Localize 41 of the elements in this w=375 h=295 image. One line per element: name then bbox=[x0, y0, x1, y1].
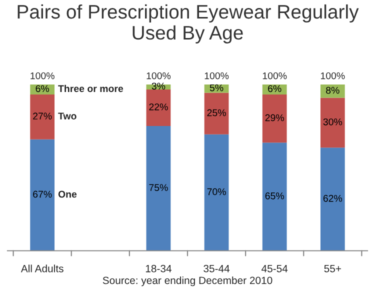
bar bbox=[146, 126, 171, 251]
source-note: Source: year ending December 2010 bbox=[102, 276, 272, 286]
chart-title: Pairs of Prescription Eyewear Regularly Used By Age bbox=[18, 4, 359, 44]
x-tick-label: 45-54 bbox=[262, 265, 288, 272]
bar bbox=[30, 94, 55, 140]
data-label: 8% bbox=[326, 86, 340, 94]
bar bbox=[320, 148, 345, 251]
total-label: 100% bbox=[204, 72, 229, 80]
data-label: 67% bbox=[33, 190, 52, 198]
data-label: 75% bbox=[149, 184, 168, 192]
data-label: 65% bbox=[265, 192, 284, 200]
data-label: 22% bbox=[149, 103, 168, 110]
series-label: Two bbox=[58, 112, 76, 120]
data-label: 27% bbox=[33, 112, 52, 120]
data-label: 70% bbox=[207, 188, 226, 196]
total-label: 100% bbox=[262, 72, 287, 80]
data-label: 6% bbox=[36, 85, 50, 92]
data-label: 25% bbox=[207, 109, 226, 116]
bar bbox=[320, 84, 345, 98]
total-label: 100% bbox=[30, 72, 54, 80]
total-label: 100% bbox=[320, 72, 345, 80]
series-label: One bbox=[58, 190, 77, 198]
bar bbox=[320, 98, 345, 148]
bar bbox=[30, 139, 55, 251]
data-label: 5% bbox=[210, 84, 224, 92]
bar bbox=[204, 134, 229, 251]
total-label: 100% bbox=[146, 72, 171, 80]
data-label: 29% bbox=[265, 114, 284, 122]
bar bbox=[146, 89, 171, 126]
x-tick-label: All Adults bbox=[20, 264, 64, 272]
data-label: 6% bbox=[268, 85, 282, 92]
bar bbox=[262, 142, 287, 251]
data-label: 62% bbox=[323, 194, 342, 202]
data-label: 3% bbox=[152, 82, 166, 90]
series-label: Three or more bbox=[58, 84, 124, 92]
x-tick-label: 35-44 bbox=[204, 264, 230, 272]
x-tick-label: 55+ bbox=[324, 265, 341, 272]
x-tick-label: 18-34 bbox=[146, 264, 172, 272]
bar bbox=[204, 92, 229, 134]
data-label: 30% bbox=[323, 118, 342, 126]
bar bbox=[262, 94, 287, 143]
